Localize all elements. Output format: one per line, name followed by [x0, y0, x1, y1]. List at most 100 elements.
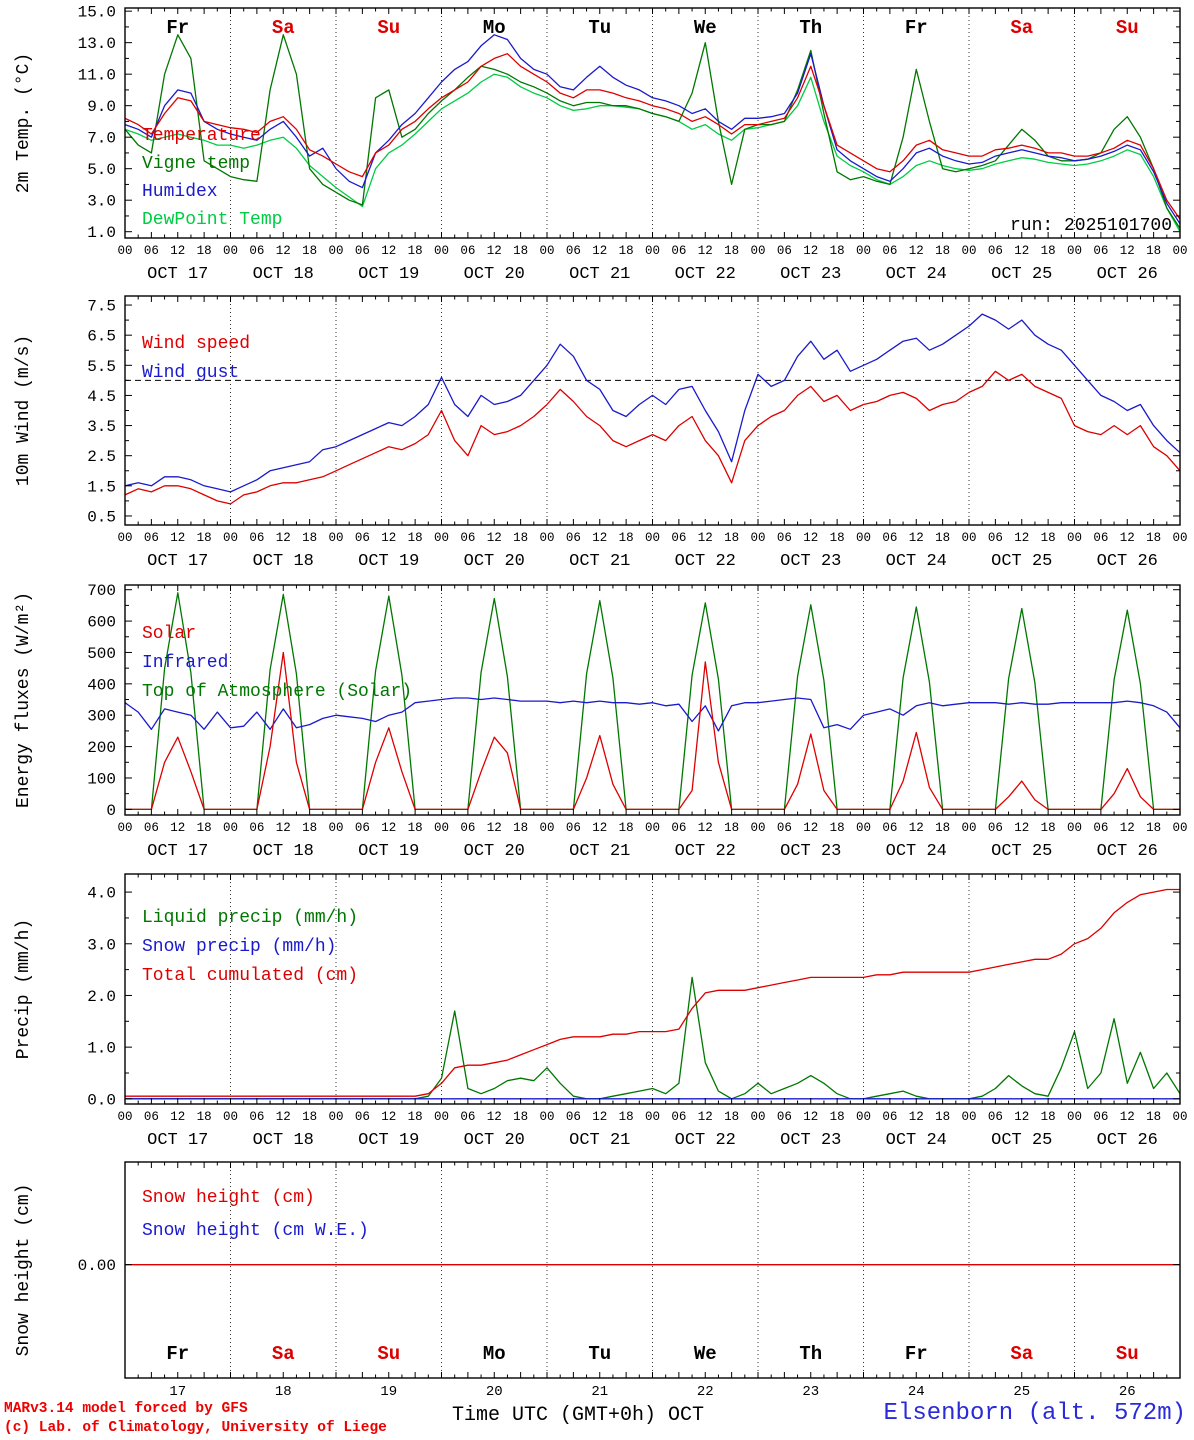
svg-text:Mo: Mo	[483, 17, 506, 39]
svg-text:OCT 17: OCT 17	[147, 265, 208, 284]
svg-text:00: 00	[434, 244, 449, 258]
svg-text:06: 06	[144, 821, 159, 835]
energy-flux-panel: 00 06 12 18 00 06 12 18 00 06 12 18 00 06 12 18 00 06 12 18…	[14, 582, 1188, 861]
svg-text:12: 12	[698, 531, 713, 545]
svg-text:06: 06	[144, 244, 159, 258]
svg-text:Su: Su	[1116, 1343, 1139, 1365]
svg-text:18: 18	[275, 1384, 292, 1400]
svg-text:06: 06	[1093, 244, 1108, 258]
svg-text:OCT 23: OCT 23	[780, 265, 841, 284]
svg-text:OCT 24: OCT 24	[886, 552, 947, 571]
svg-text:18: 18	[1146, 531, 1161, 545]
svg-text:18: 18	[408, 821, 423, 835]
svg-text:3.5: 3.5	[87, 418, 116, 436]
svg-text:OCT 18: OCT 18	[253, 265, 314, 284]
svg-text:Precip (mm/h): Precip (mm/h)	[14, 919, 34, 1059]
svg-text:18: 18	[1041, 531, 1056, 545]
svg-text:06: 06	[460, 821, 475, 835]
svg-text:18: 18	[830, 531, 845, 545]
svg-text:6.5: 6.5	[87, 328, 116, 346]
credit-line-1: MARv3.14 model forced by GFS	[4, 1401, 248, 1417]
svg-text:12: 12	[698, 821, 713, 835]
svg-text:21: 21	[591, 1384, 608, 1400]
svg-text:23: 23	[802, 1384, 819, 1400]
svg-text:12: 12	[1014, 244, 1029, 258]
svg-text:00: 00	[1067, 531, 1082, 545]
month-label: OCT	[668, 1404, 705, 1427]
svg-text:06: 06	[777, 1110, 792, 1124]
svg-text:12: 12	[1120, 821, 1135, 835]
svg-text:00: 00	[117, 531, 132, 545]
svg-text:18: 18	[197, 1110, 212, 1124]
svg-text:run: 2025101700: run: 2025101700	[1010, 216, 1172, 236]
svg-text:00: 00	[961, 244, 976, 258]
svg-text:11.0: 11.0	[78, 67, 116, 85]
svg-text:00: 00	[223, 244, 238, 258]
svg-text:Wind gust: Wind gust	[142, 363, 239, 383]
svg-text:12: 12	[592, 821, 607, 835]
svg-text:00: 00	[750, 1110, 765, 1124]
svg-text:9.0: 9.0	[87, 98, 116, 116]
svg-text:2.0: 2.0	[87, 988, 116, 1006]
svg-text:18: 18	[302, 1110, 317, 1124]
svg-text:18: 18	[197, 531, 212, 545]
svg-text:12: 12	[170, 821, 185, 835]
svg-text:Energy fluxes (W/m²): Energy fluxes (W/m²)	[14, 592, 34, 808]
svg-text:12: 12	[1120, 244, 1135, 258]
svg-text:06: 06	[671, 821, 686, 835]
station-label: Elsenborn (alt. 572m)	[883, 1400, 1186, 1427]
svg-text:18: 18	[1041, 821, 1056, 835]
svg-text:OCT 26: OCT 26	[1097, 842, 1158, 861]
svg-text:1.0: 1.0	[87, 1040, 116, 1058]
svg-text:18: 18	[1146, 244, 1161, 258]
svg-text:06: 06	[144, 531, 159, 545]
svg-text:06: 06	[777, 531, 792, 545]
svg-text:00: 00	[539, 244, 554, 258]
svg-text:12: 12	[803, 244, 818, 258]
svg-text:06: 06	[671, 1110, 686, 1124]
svg-text:12: 12	[381, 244, 396, 258]
svg-text:Th: Th	[799, 1343, 822, 1365]
svg-text:00: 00	[645, 531, 660, 545]
svg-text:Su: Su	[1116, 17, 1139, 39]
svg-text:Sa: Sa	[272, 17, 295, 39]
svg-text:2m Temp. (°C): 2m Temp. (°C)	[14, 53, 34, 193]
svg-text:OCT 26: OCT 26	[1097, 1131, 1158, 1150]
svg-text:12: 12	[170, 244, 185, 258]
svg-text:12: 12	[487, 244, 502, 258]
svg-text:18: 18	[724, 244, 739, 258]
svg-text:00: 00	[434, 1110, 449, 1124]
svg-text:00: 00	[1172, 821, 1187, 835]
svg-text:OCT 24: OCT 24	[886, 842, 947, 861]
svg-text:OCT 19: OCT 19	[358, 842, 419, 861]
svg-text:18: 18	[935, 1110, 950, 1124]
svg-text:06: 06	[566, 821, 581, 835]
svg-text:OCT 24: OCT 24	[886, 1131, 947, 1150]
svg-text:00: 00	[856, 821, 871, 835]
svg-text:26: 26	[1119, 1384, 1136, 1400]
svg-text:12: 12	[381, 821, 396, 835]
svg-text:0.5: 0.5	[87, 508, 116, 526]
svg-text:12: 12	[698, 1110, 713, 1124]
snow-height-panel: 0.00 Snow height (cm) Fr Sa Su Mo Tu We Th Fr Sa Su…	[14, 1161, 1181, 1400]
svg-text:18: 18	[197, 821, 212, 835]
svg-text:06: 06	[249, 1110, 264, 1124]
svg-text:06: 06	[988, 244, 1003, 258]
svg-text:Infrared: Infrared	[142, 653, 228, 673]
svg-text:06: 06	[249, 821, 264, 835]
svg-text:Solar: Solar	[142, 624, 196, 644]
svg-text:00: 00	[328, 1110, 343, 1124]
svg-text:06: 06	[988, 531, 1003, 545]
svg-text:00: 00	[645, 821, 660, 835]
svg-text:12: 12	[381, 531, 396, 545]
svg-text:Snow height (cm): Snow height (cm)	[14, 1184, 34, 1357]
svg-text:00: 00	[539, 821, 554, 835]
svg-text:12: 12	[803, 1110, 818, 1124]
svg-text:OCT 25: OCT 25	[991, 265, 1052, 284]
svg-text:00: 00	[856, 244, 871, 258]
svg-text:06: 06	[988, 1110, 1003, 1124]
svg-text:00: 00	[117, 821, 132, 835]
svg-text:4.5: 4.5	[87, 388, 116, 406]
svg-text:06: 06	[882, 1110, 897, 1124]
